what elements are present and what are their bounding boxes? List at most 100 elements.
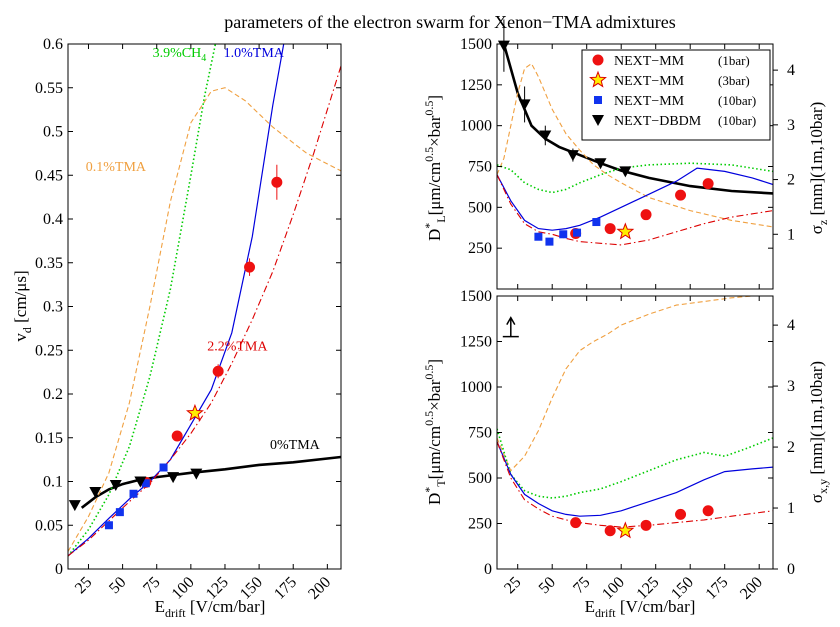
legend-label: NEXT−MM <box>614 94 685 109</box>
x-tick-label: 50 <box>536 574 559 597</box>
series-line-tma_01 <box>68 87 341 552</box>
data-marker-circle <box>675 189 687 201</box>
panel-br-y2label: σx,y [mm](1m,10bar) <box>807 361 830 503</box>
data-marker-triangle-down <box>68 500 81 512</box>
panel-left-frame <box>67 43 342 570</box>
series-line-tma_10 <box>497 167 773 231</box>
y-tick-label: 0.05 <box>35 517 63 534</box>
y-tick-label: 500 <box>468 470 492 487</box>
data-marker-square <box>115 508 124 517</box>
curve-annotation: 2.2%TMA <box>207 339 268 354</box>
y-tick-label: 0 <box>55 561 63 578</box>
data-marker-circle <box>271 176 283 188</box>
panel-drift-velocity: 0.1%TMA 3.9%CH4 1.0%TMA 2.2%TMA 0%TMA 0 0.05 0… <box>11 36 342 620</box>
data-marker-circle <box>171 430 183 442</box>
series-line-ch4 <box>497 162 773 194</box>
y-tick-label: 750 <box>468 425 492 442</box>
data-marker-triangle-down <box>109 480 122 491</box>
data-marker-circle <box>212 365 224 377</box>
legend-marker-circle <box>592 54 604 66</box>
y-tick-label: 0 <box>484 561 492 578</box>
y-tick-label: 0.4 <box>43 211 63 228</box>
data-marker-triangle-down <box>167 472 180 484</box>
legend-marker-star <box>589 70 607 88</box>
data-marker-star <box>616 222 635 240</box>
series-line-tma_10 <box>68 44 285 557</box>
curve-annotation: 0%TMA <box>270 438 321 453</box>
y-tick-label: 0.15 <box>35 430 63 447</box>
data-marker-triangle-down <box>134 476 147 488</box>
series-line-tma_01 <box>497 296 773 472</box>
legend-box <box>581 49 771 141</box>
data-marker-triangle-down <box>190 468 203 480</box>
data-marker-triangle-down <box>539 130 552 142</box>
y2-tick-label: 3 <box>787 117 795 134</box>
data-marker-square <box>141 479 150 488</box>
x-tick-label: 175 <box>271 574 300 603</box>
series-line-tma_01 <box>497 62 773 228</box>
legend-note: (1bar) <box>718 53 750 68</box>
data-marker-square <box>104 521 113 530</box>
data-marker-circle <box>570 517 582 529</box>
data-marker-square <box>545 237 554 246</box>
data-marker-square <box>573 228 582 237</box>
y2-tick-label: 3 <box>787 378 795 395</box>
data-marker-circle <box>604 525 616 537</box>
y-tick-label: 0.35 <box>35 255 63 272</box>
panel-br-frame <box>496 295 774 570</box>
arrow-marker-head <box>506 316 516 325</box>
y-tick-label: 250 <box>468 516 492 533</box>
panel-longitudinal-diffusion: 250 500 750 1000 1250 1500 1 2 3 4 NEXT−MM (1bar) N… <box>422 19 830 290</box>
legend-marker-triangle-down <box>592 115 604 126</box>
y-tick-label: 250 <box>468 240 492 257</box>
y2-tick-label: 0 <box>787 561 795 578</box>
data-marker-circle <box>640 209 652 221</box>
y-tick-label: 0.45 <box>35 167 63 184</box>
y2-tick-label: 2 <box>787 439 795 456</box>
data-marker-triangle-down <box>594 158 607 170</box>
x-tick-label: 25 <box>501 574 524 597</box>
panel-left-xlabel: Edrift [V/cm/bar] <box>155 597 266 620</box>
y2-tick-label: 1 <box>787 226 795 243</box>
data-marker-square <box>159 463 168 472</box>
curve-annotation: 1.0%TMA <box>224 46 285 61</box>
y-tick-label: 750 <box>468 159 492 176</box>
series-line-tma_0 <box>80 455 341 509</box>
data-marker-circle <box>675 508 687 520</box>
data-marker-triangle-down <box>497 40 510 52</box>
panel-tr-frame <box>496 43 774 290</box>
panel-br-xlabel: Edrift [V/cm/bar] <box>585 597 696 620</box>
data-marker-circle <box>604 223 616 235</box>
data-marker-star <box>616 521 635 539</box>
data-marker-circle <box>702 178 714 190</box>
legend-label: NEXT−MM <box>614 54 685 69</box>
data-marker-triangle-down <box>518 99 531 111</box>
y-tick-label: 1250 <box>460 334 492 351</box>
series-line-tma_10 <box>497 441 773 517</box>
curve-annotation: 3.9%CH4 <box>153 46 207 64</box>
y2-tick-label: 4 <box>787 317 795 334</box>
series-line-ch4 <box>497 428 773 499</box>
panel-left-ylabel: vd [cm/μs] <box>11 270 34 341</box>
legend-marker-square <box>594 96 602 104</box>
x-tick-label: 25 <box>72 574 95 597</box>
legend-label: NEXT−MM <box>614 74 685 89</box>
y2-tick-label: 2 <box>787 172 795 189</box>
panel-tr-y2label: σz [mm](1m,10bar) <box>807 102 830 235</box>
x-tick-label: 75 <box>140 574 163 597</box>
data-marker-circle <box>640 519 652 531</box>
y-tick-label: 0.55 <box>35 80 63 97</box>
y2-tick-label: 1 <box>787 500 795 517</box>
data-marker-square <box>534 232 543 241</box>
legend-note: (10bar) <box>718 93 756 108</box>
y-tick-label: 1250 <box>460 77 492 94</box>
y-tick-label: 0.6 <box>43 36 63 53</box>
data-marker-star <box>186 403 204 421</box>
panel-tr-ylabel: D*L[μm/cm0.5×bar0.5] <box>422 95 448 241</box>
data-marker-square <box>129 489 138 498</box>
series-line-tma_22 <box>497 174 773 246</box>
x-tick-label: 50 <box>106 574 129 597</box>
y2-tick-label: 4 <box>787 62 795 79</box>
x-tick-label: 200 <box>737 574 766 603</box>
